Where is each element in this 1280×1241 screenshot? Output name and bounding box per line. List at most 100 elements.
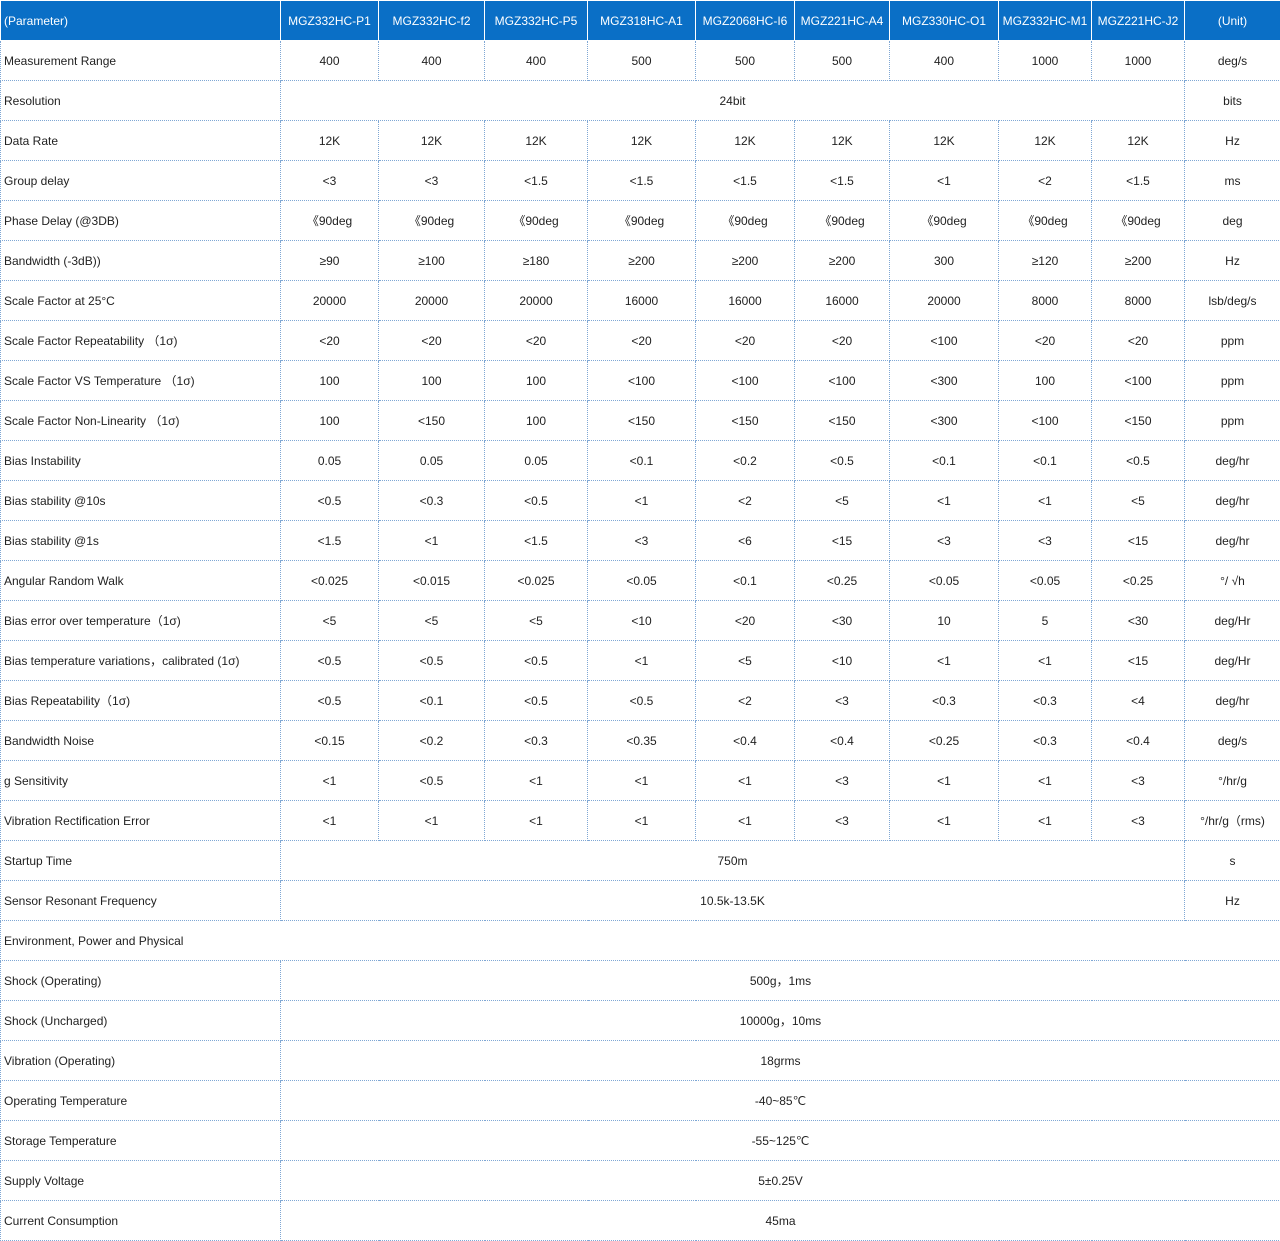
- spec-value: 500: [794, 40, 890, 81]
- spec-value: <0.5: [280, 640, 379, 681]
- env-row: Vibration (Operating) 18grms: [0, 1040, 1280, 1081]
- spec-value: <150: [1091, 400, 1185, 441]
- header-row: (Parameter) MGZ332HC-P1 MGZ332HC-f2 MGZ3…: [0, 0, 1280, 41]
- unit-cell: deg/hr: [1184, 520, 1280, 561]
- spec-value: <150: [378, 400, 485, 441]
- spec-value: <1: [587, 480, 696, 521]
- spec-row: Group delay <3 <3 <1.5 <1.5 <1.5 <1.5 <1 <2 <1.5 m…: [0, 160, 1280, 201]
- spec-value: <0.5: [794, 440, 890, 481]
- parameter-label: Measurement Range: [0, 40, 281, 81]
- spec-value: <3: [794, 680, 890, 721]
- parameter-label: Scale Factor at 25°C: [0, 280, 281, 321]
- spec-value: 300: [889, 240, 999, 281]
- spec-row: Bias stability @10s <0.5 <0.3 <0.5 <1 <2 <5 <1 <…: [0, 480, 1280, 521]
- env-row: Current Consumption 45ma: [0, 1200, 1280, 1241]
- spec-value: 400: [280, 40, 379, 81]
- spec-value: <1: [889, 640, 999, 681]
- unit-cell: deg/s: [1184, 720, 1280, 761]
- spec-value: 100: [484, 400, 588, 441]
- spec-value: <30: [794, 600, 890, 641]
- spec-value: <0.5: [484, 480, 588, 521]
- parameter-label: Bias Repeatability（1σ): [0, 680, 281, 721]
- spec-value: <1: [484, 760, 588, 801]
- spec-value: <15: [794, 520, 890, 561]
- spec-value: <1: [889, 480, 999, 521]
- env-row: Supply Voltage 5±0.25V: [0, 1160, 1280, 1201]
- spec-row: Vibration Rectification Error <1 <1 <1 <1 <1 <…: [0, 800, 1280, 841]
- merged-value: 5±0.25V: [280, 1160, 1280, 1201]
- spec-value: <1: [998, 760, 1092, 801]
- spec-value: 12K: [280, 120, 379, 161]
- unit-cell: deg/hr: [1184, 440, 1280, 481]
- spec-value: 0.05: [378, 440, 485, 481]
- spec-value: 16000: [587, 280, 696, 321]
- spec-value: 16000: [695, 280, 795, 321]
- merged-value: -40~85℃: [280, 1080, 1280, 1121]
- spec-value: 100: [484, 360, 588, 401]
- header-parameter: (Parameter): [0, 0, 281, 41]
- spec-value: ≥200: [695, 240, 795, 281]
- spec-value: 5: [998, 600, 1092, 641]
- spec-value: <1: [587, 640, 696, 681]
- spec-value: 1000: [1091, 40, 1185, 81]
- spec-value: <100: [695, 360, 795, 401]
- spec-value: ≥90: [280, 240, 379, 281]
- merged-value: 18grms: [280, 1040, 1280, 1081]
- spec-value: <0.05: [889, 560, 999, 601]
- spec-value: <0.25: [889, 720, 999, 761]
- spec-value: 《90deg: [280, 200, 379, 241]
- spec-value: <1: [998, 480, 1092, 521]
- merged-value: 500g，1ms: [280, 960, 1280, 1001]
- spec-value: <0.5: [587, 680, 696, 721]
- parameter-label: Bias Instability: [0, 440, 281, 481]
- parameter-label: Shock (Operating): [0, 960, 281, 1001]
- spec-value: <2: [998, 160, 1092, 201]
- spec-value: 《90deg: [484, 200, 588, 241]
- spec-value: <1: [889, 760, 999, 801]
- spec-value: <0.15: [280, 720, 379, 761]
- parameter-label: Scale Factor Non-Linearity （1σ): [0, 400, 281, 441]
- spec-value: <20: [484, 320, 588, 361]
- spec-value: <3: [889, 520, 999, 561]
- parameter-label: Angular Random Walk: [0, 560, 281, 601]
- spec-value: <100: [1091, 360, 1185, 401]
- spec-row: Phase Delay (@3DB) 《90deg 《90deg 《90deg 《90d…: [0, 200, 1280, 241]
- spec-value: <20: [280, 320, 379, 361]
- header-model: MGZ221HC-J2: [1091, 0, 1185, 41]
- spec-value: <20: [695, 320, 795, 361]
- spec-value: 0.05: [484, 440, 588, 481]
- spec-row: Angular Random Walk <0.025 <0.015 <0.025 <0.…: [0, 560, 1280, 601]
- spec-value: ≥200: [587, 240, 696, 281]
- spec-value: 16000: [794, 280, 890, 321]
- header-model: MGZ221HC-A4: [794, 0, 890, 41]
- unit-cell: ppm: [1184, 400, 1280, 441]
- spec-value: 8000: [1091, 280, 1185, 321]
- spec-value: <150: [695, 400, 795, 441]
- merged-value: 24bit: [280, 80, 1185, 121]
- merged-value: 45ma: [280, 1200, 1280, 1241]
- spec-value: <5: [1091, 480, 1185, 521]
- parameter-label: Supply Voltage: [0, 1160, 281, 1201]
- spec-value: <0.4: [794, 720, 890, 761]
- spec-value: 400: [889, 40, 999, 81]
- header-model: MGZ332HC-M1: [998, 0, 1092, 41]
- spec-value: <3: [1091, 760, 1185, 801]
- header-model: MGZ332HC-P1: [280, 0, 379, 41]
- spec-value: <15: [1091, 520, 1185, 561]
- parameter-label: Sensor Resonant Frequency: [0, 880, 281, 921]
- spec-row: Bandwidth Noise <0.15 <0.2 <0.3 <0.35 <0.4 <0.…: [0, 720, 1280, 761]
- parameter-label: Scale Factor Repeatability （1σ): [0, 320, 281, 361]
- spec-row: Scale Factor at 25°C 20000 20000 20000 16000…: [0, 280, 1280, 321]
- spec-value: <1.5: [484, 520, 588, 561]
- spec-value: <3: [998, 520, 1092, 561]
- spec-value: <100: [998, 400, 1092, 441]
- spec-value: 100: [378, 360, 485, 401]
- parameter-label: Data Rate: [0, 120, 281, 161]
- spec-value: 《90deg: [378, 200, 485, 241]
- spec-row: Bias error over temperature（1σ) <5 <5 <5 <10…: [0, 600, 1280, 641]
- merged-value: 750m: [280, 840, 1185, 881]
- spec-value: <0.5: [484, 640, 588, 681]
- spec-value: 《90deg: [889, 200, 999, 241]
- spec-value: <1.5: [1091, 160, 1185, 201]
- spec-value: <0.1: [587, 440, 696, 481]
